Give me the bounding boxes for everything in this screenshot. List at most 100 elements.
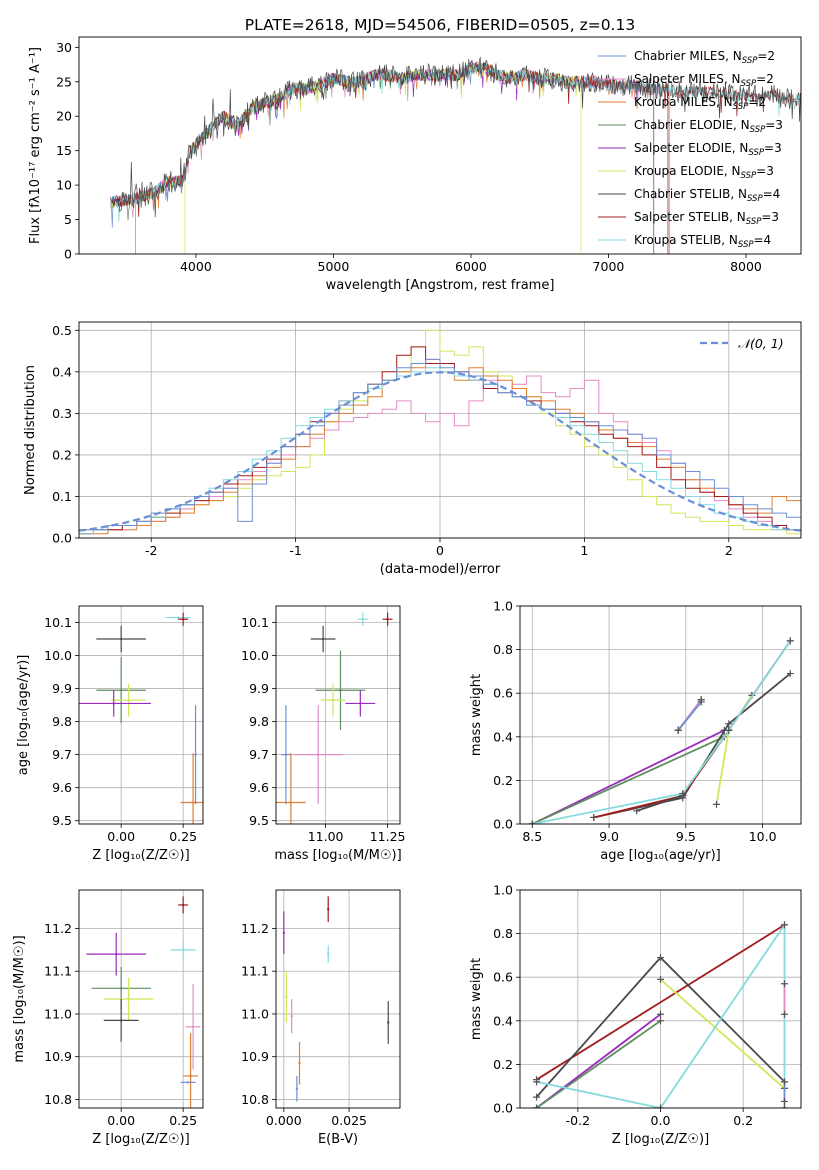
data-point [327,908,330,911]
y-tick-label: 9.7 [52,747,72,762]
weight-line [532,640,792,824]
x-tick-label: 1 [580,543,588,558]
x-axis-label: (data-model)/error [380,562,501,577]
y-tick-label: 11.0 [241,1006,269,1021]
axes-frame [78,605,204,825]
data-point [119,689,123,692]
data-point [191,801,195,804]
weight-marker [657,1104,664,1108]
weight-marker [657,954,664,962]
legend-value: =3 [761,210,779,224]
y-axis-label: Normed distribution [23,365,38,495]
y-tick-label: 10.0 [44,648,72,663]
age_vs_mass-axes: 11.00 11.25 9.5 9.6 9.7 9.8 9.9 10.0 10.1 mass [l… [241,606,405,863]
data-point [361,618,364,621]
x-tick-label: 0.025 [331,1113,367,1128]
y-tick-label: 0.3 [52,406,72,421]
weight-marker [780,1104,788,1108]
legend-subscript: SSP [741,171,757,181]
weight-marker [780,980,788,988]
y-tick-label: 10.1 [241,615,269,630]
data-point [339,689,342,692]
y-tick-label: 9.9 [249,681,269,696]
weight-marker [725,726,733,734]
x-tick-label: 11.25 [370,829,406,844]
y-tick-label: 0.0 [493,817,513,832]
y-tick-label: 25 [56,74,72,89]
weight-marker [657,975,664,983]
y-tick-label: 0 [64,247,72,262]
x-tick-label: -0.2 [566,1113,590,1128]
data-point [290,1014,293,1018]
legend-label: Kroupa STELIB, NSSP=4 [634,233,771,250]
x-tick-label: 8.5 [522,829,542,844]
mass_vs_ebv-points [282,896,390,1102]
x-tick-label: 0.25 [169,1113,197,1128]
y-tick-label: 10.0 [241,648,269,663]
y-tick-label: 9.5 [52,813,72,828]
data-point [295,1087,299,1090]
data-point [181,903,185,907]
x-tick-label: 9.5 [676,829,696,844]
legend-value: =2 [748,95,766,109]
legend-subscript: SSP [750,125,766,135]
axes-frame [275,605,401,825]
data-point [181,618,185,621]
weight-line [659,978,786,1090]
legend-subscript: SSP [733,102,749,112]
x-tick-label: 0.2 [733,1113,753,1128]
age_vs_Z-points [79,612,203,824]
x-tick-label: -1 [289,543,301,558]
x-tick-label: 0.25 [169,829,197,844]
x-axis-label: wavelength [Angstrom, rest frame] [326,278,555,293]
legend-value: =3 [764,141,782,155]
legend-label: Salpeter MILES, NSSP=2 [634,72,774,89]
y-tick-label: 0.2 [493,773,513,788]
legend-subscript: SSP [746,217,762,227]
y-tick-label: 10.9 [44,1049,72,1064]
axes-frame [275,889,401,1109]
weight-line [677,701,702,731]
y-tick-label: 0.8 [493,926,513,941]
legend-value: =3 [765,118,783,132]
data-point [119,987,123,990]
x-axis-label: mass [log₁₀(M/M☉)] [274,848,401,863]
x-tick-label: -2 [145,543,157,558]
figure-title: PLATE=2618, MJD=54506, FIBERID=0505, z=0… [245,16,635,34]
y-tick-label: 5 [64,212,72,227]
y-tick-label: 10.8 [241,1092,269,1107]
y-axis-label: mass weight [469,958,484,1040]
y-axis-label: Flux [fλ10⁻¹⁷ erg cm⁻² s⁻¹ A⁻¹] [28,47,43,244]
weight-marker [697,698,705,706]
x-tick-label: 8000 [730,259,762,274]
x-tick-label: 5000 [318,259,350,274]
weight-line [593,640,792,819]
y-tick-label: 9.7 [249,747,269,762]
y-tick-label: 0.6 [493,686,513,701]
weight-marker [679,792,687,800]
y-tick-label: 0.4 [52,364,72,379]
y-tick-label: 10.1 [44,615,72,630]
data-point [284,753,288,756]
legend-value: =2 [757,49,775,63]
x-tick-label: 0.00 [107,829,135,844]
weight-marker [533,1093,541,1101]
data-point [127,698,130,702]
hist-step [79,358,801,531]
y-tick-label: 0.5 [52,323,72,338]
y-axis-label: mass weight [469,674,484,756]
x-tick-label: 0.00 [107,1113,135,1128]
massweight_vs_age-lines [528,637,794,824]
y-tick-label: 10.9 [241,1049,269,1064]
data-point [181,948,185,952]
x-tick-label: 9.0 [599,829,619,844]
data-point [191,1025,195,1028]
x-tick-label: 7000 [593,259,625,274]
axes-frame [78,36,802,255]
y-tick-label: 10 [56,178,72,193]
weight-marker [780,1010,788,1018]
legend-label: Chabrier MILES, NSSP=2 [634,49,775,66]
mass_vs_ebv-axes: 0.000 0.025 10.8 10.9 11.0 11.1 11.2 E(B-V) [241,890,400,1147]
axes-frame [519,605,802,825]
y-axis-label: age [log₁₀(age/yr)] [16,655,31,776]
